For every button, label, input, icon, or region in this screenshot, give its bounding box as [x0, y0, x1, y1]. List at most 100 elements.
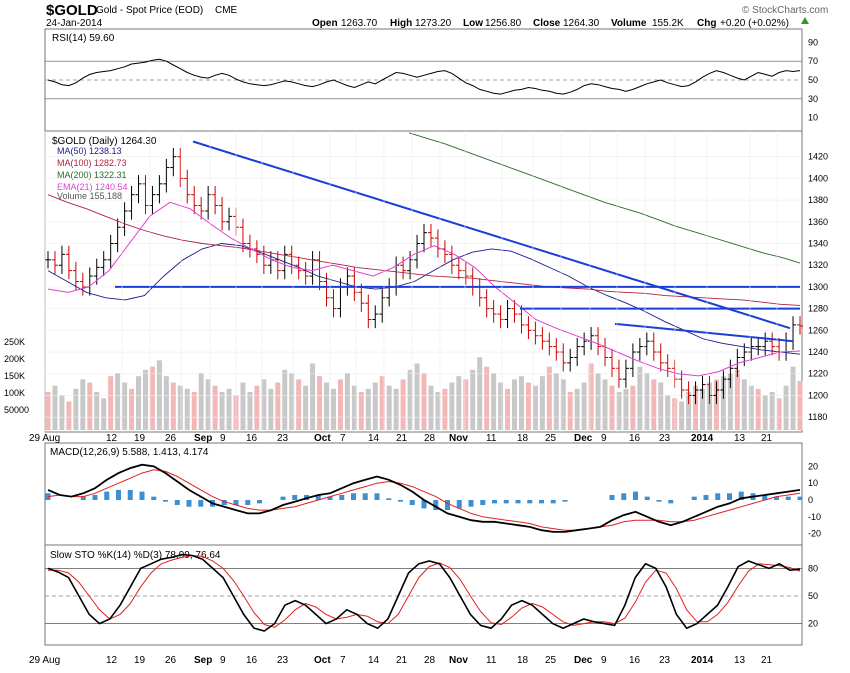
- volume-bar: [330, 388, 336, 430]
- ema21-line: [47, 201, 801, 377]
- macd-histogram-bar: [550, 500, 556, 504]
- trendline-flag: [614, 322, 794, 343]
- volume-bar: [644, 373, 650, 430]
- volume-bar: [344, 373, 350, 430]
- macd-histogram-bar: [386, 498, 392, 500]
- macd-histogram-bar: [174, 500, 180, 506]
- macd-histogram-bar: [421, 500, 427, 509]
- volume-bar: [268, 388, 274, 430]
- macd-histogram-bar: [92, 494, 98, 500]
- volume-bar: [686, 392, 692, 430]
- price-ytick-3: 1360: [808, 217, 828, 227]
- macd-histogram-bar: [621, 493, 627, 500]
- symbol-title: $GOLD: [46, 2, 98, 19]
- volume-bar: [170, 382, 176, 430]
- volume-bar: [790, 366, 796, 430]
- macd-histogram-bar: [374, 493, 380, 500]
- macd-histogram-bar: [116, 489, 121, 500]
- volume-bar: [727, 373, 733, 430]
- volume-bar: [546, 366, 552, 430]
- macd-histogram-bar: [315, 494, 321, 500]
- volume-bar: [108, 376, 114, 430]
- volume-bar: [122, 382, 128, 430]
- macd-panel: [44, 442, 803, 546]
- volume-bar: [142, 369, 148, 430]
- macd-histogram-bar: [139, 491, 145, 500]
- macd-histogram-bar: [703, 494, 709, 500]
- volume-bar: [783, 385, 789, 430]
- volume-bar: [73, 388, 79, 430]
- price-ytick-0: 1420: [808, 152, 828, 162]
- volume-bar: [630, 385, 636, 430]
- volume-bar: [470, 369, 476, 430]
- price-ytick-4: 1340: [808, 239, 828, 249]
- volume-bar: [80, 379, 86, 430]
- volume-bar: [623, 388, 629, 430]
- chart-marks: 9070503010250K200K150K100K50000142014001…: [4, 37, 828, 666]
- price-ytick-9: 1240: [808, 347, 828, 357]
- trendline-down: [192, 140, 791, 330]
- volume-bar: [567, 392, 573, 430]
- macd-histogram-bar: [398, 500, 403, 502]
- macd-histogram-bar: [633, 491, 638, 500]
- macd-histogram-bar: [691, 496, 697, 500]
- volume-bar: [407, 369, 413, 430]
- x-axis-label-top: 28: [424, 433, 436, 444]
- volume-bar: [129, 388, 135, 430]
- volume-bar: [484, 366, 490, 430]
- volume-bar: [393, 388, 399, 430]
- volume-bar: [198, 373, 204, 430]
- price-ytick-1: 1400: [808, 173, 828, 183]
- volume-bar: [282, 369, 288, 430]
- rsi-title: RSI(14) 59.60: [52, 33, 115, 44]
- macd-histogram-bar: [257, 500, 262, 504]
- volume-bar: [581, 382, 587, 430]
- x-axis-label-top: 11: [486, 433, 497, 444]
- x-axis-label-top: 21: [396, 433, 408, 444]
- macd-histogram-bar: [503, 500, 509, 504]
- x-axis-label-top: Oct: [314, 433, 331, 444]
- volume-bar: [574, 388, 580, 430]
- ma100-line: [47, 194, 801, 306]
- volume-bar: [115, 373, 121, 430]
- volume-bar: [609, 385, 615, 430]
- macd-title: MACD(12,26,9) 5.588, 1.413, 4.174: [50, 447, 209, 458]
- x-axis-label-top: 21: [761, 433, 773, 444]
- volume-bar: [94, 392, 100, 430]
- x-axis-label-top: 25: [545, 433, 557, 444]
- volume-bar: [449, 382, 455, 430]
- x-axis-label-top: 2014: [691, 433, 714, 444]
- stochastic-title: Slow STO %K(14) %D(3) 78.99, 76.64: [50, 550, 221, 561]
- x-axis-label-top: 7: [340, 433, 346, 444]
- stoch-d-line: [48, 554, 801, 628]
- macd-histogram-bar: [45, 493, 51, 500]
- low-label: Low: [463, 18, 483, 29]
- x-axis-label-top: 23: [277, 433, 289, 444]
- x-axis-label-bottom: 2014: [691, 655, 714, 666]
- volume-bar: [700, 388, 706, 430]
- volume-bar: [219, 392, 225, 430]
- price-title: $GOLD (Daily) 1264.30: [52, 136, 157, 147]
- volume-bar: [261, 379, 267, 430]
- volume-bar: [588, 363, 594, 430]
- macd-ytick-3: -10: [808, 512, 821, 522]
- macd-histogram-bar: [104, 491, 110, 500]
- volume-bar: [651, 379, 657, 430]
- volume-bar: [351, 385, 357, 430]
- rsi-ytick-0: 90: [808, 37, 818, 47]
- volume-bar: [776, 398, 782, 430]
- volume-bar: [477, 357, 483, 430]
- volume-bar: [755, 388, 761, 430]
- macd-signal-line: [47, 469, 801, 531]
- macd-histogram-bar: [468, 500, 474, 507]
- x-axis-label-top: 9: [601, 433, 607, 444]
- macd-histogram-bar: [151, 496, 157, 500]
- volume-bar: [317, 376, 323, 430]
- stoch-ytick-0: 80: [808, 563, 818, 573]
- volume-bar: [595, 373, 601, 430]
- macd-histogram-bar: [668, 500, 674, 504]
- symbol-description: Gold - Spot Price (EOD): [96, 5, 203, 16]
- macd-histogram-bar: [339, 494, 345, 500]
